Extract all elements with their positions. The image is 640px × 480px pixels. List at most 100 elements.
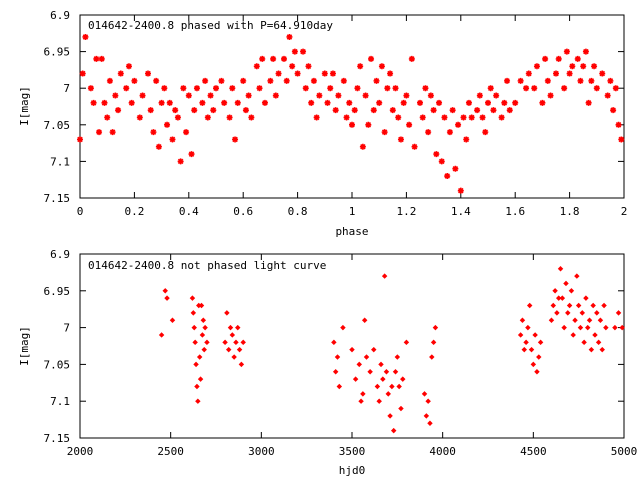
phased-data-point	[441, 114, 448, 121]
phased-data-point	[213, 85, 219, 92]
unphased-data-point	[403, 339, 410, 346]
unphased-data-point	[158, 332, 165, 338]
unphased-light-curve-panel: 014642-2400.8 not phased light curve hjd…	[18, 248, 637, 477]
phased-data-point	[234, 99, 241, 106]
phased-data-point	[588, 77, 595, 84]
unphased-data-point	[532, 332, 538, 338]
phased-data-point	[101, 99, 108, 106]
phased-data-point	[164, 121, 171, 128]
phased-data-point	[476, 92, 483, 99]
unphased-y-tick-label: 7	[63, 322, 70, 335]
phased-data-point	[593, 85, 600, 92]
phased-data-point	[270, 55, 277, 62]
unphased-data-point	[577, 324, 584, 331]
phased-data-point	[395, 114, 402, 121]
unphased-data-point	[222, 339, 228, 346]
phased-data-point	[387, 70, 394, 77]
unphased-data-point	[565, 310, 571, 316]
unphased-data-point	[430, 339, 437, 346]
unphased-data-point	[555, 295, 562, 301]
phased-data-point	[93, 55, 100, 62]
phased-data-point	[580, 63, 587, 70]
phased-data-point	[599, 70, 606, 77]
unphased-data-point	[224, 310, 230, 316]
phased-data-point	[204, 114, 211, 121]
phased-data-point	[324, 99, 331, 106]
phased-x-tick-label: 1	[349, 205, 356, 218]
unphased-data-point	[331, 339, 337, 346]
unphased-data-point	[603, 324, 609, 331]
unphased-data-point	[575, 302, 582, 309]
phased-data-point	[267, 77, 274, 84]
unphased-data-point	[425, 398, 431, 404]
unphased-data-point	[572, 317, 578, 323]
unphased-data-point	[240, 339, 246, 346]
unphased-data-point	[367, 369, 373, 375]
phased-data-point	[253, 63, 260, 70]
phased-data-point	[574, 55, 581, 62]
phased-data-point	[585, 99, 592, 106]
unphased-data-point	[597, 317, 604, 323]
phased-data-point	[259, 55, 266, 62]
unphased-data-point	[363, 354, 370, 360]
phased-data-point	[329, 70, 336, 77]
phased-light-curve-panel: 014642-2400.8 phased with P=64.910day ph…	[18, 9, 627, 238]
phased-data-point	[327, 85, 334, 92]
unphased-data-point	[164, 295, 170, 301]
unphased-data-point	[592, 332, 598, 338]
phased-data-point	[221, 99, 228, 106]
unphased-data-point	[189, 295, 196, 301]
unphased-data-point	[588, 346, 595, 353]
unphased-data-point	[190, 310, 197, 316]
unphased-data-point	[238, 361, 245, 368]
unphased-data-point	[340, 324, 346, 331]
phased-data-point	[106, 77, 113, 84]
phased-x-tick-label: 0.4	[179, 205, 199, 218]
phased-data-point	[346, 99, 353, 106]
unphased-data-point	[526, 302, 533, 309]
phased-data-point	[474, 107, 481, 114]
phased-data-point	[452, 165, 459, 172]
phased-data-point	[610, 107, 617, 114]
phased-data-point	[343, 114, 350, 121]
phased-data-point	[275, 70, 282, 77]
phased-data-point	[104, 114, 111, 121]
phased-data-point	[335, 92, 342, 99]
phased-data-point	[131, 77, 138, 84]
unphased-data-point	[196, 354, 203, 360]
phased-data-point	[136, 114, 143, 121]
unphased-data-point	[200, 317, 207, 323]
phased-data-point	[272, 92, 279, 99]
phased-data-point	[300, 48, 307, 55]
phased-data-point	[487, 85, 494, 92]
phased-data-point	[359, 143, 366, 150]
unphased-data-point	[566, 302, 573, 309]
phased-data-point	[281, 55, 287, 62]
unphased-data-point	[383, 369, 390, 375]
unphased-data-point	[360, 391, 366, 397]
unphased-data-point	[194, 383, 200, 390]
unphased-data-point	[233, 339, 239, 346]
phased-data-point	[294, 70, 301, 77]
unphased-x-tick-label: 4500	[520, 445, 547, 458]
phased-data-point	[403, 92, 410, 99]
phased-data-point	[479, 114, 486, 121]
unphased-x-tick-label: 5000	[611, 445, 638, 458]
unphased-data-point	[590, 302, 596, 309]
unphased-data-point	[557, 265, 564, 272]
phased-y-tick-label: 7	[63, 82, 70, 95]
phased-data-point	[555, 55, 562, 62]
unphased-y-axis-label: I[mag]	[18, 326, 31, 366]
unphased-data-point	[227, 324, 234, 331]
unphased-y-tick-label: 7.05	[44, 358, 71, 371]
phased-data-point	[161, 85, 168, 92]
unphased-data-point	[574, 273, 580, 279]
phased-data-point	[376, 99, 383, 106]
phased-data-point	[82, 33, 89, 40]
unphased-data-point	[392, 369, 399, 375]
phased-data-point	[283, 77, 290, 84]
unphased-data-point	[619, 324, 625, 331]
phased-data-point	[422, 85, 429, 92]
unphased-data-point	[390, 427, 397, 434]
phased-y-axis-label: I[mag]	[18, 86, 31, 126]
